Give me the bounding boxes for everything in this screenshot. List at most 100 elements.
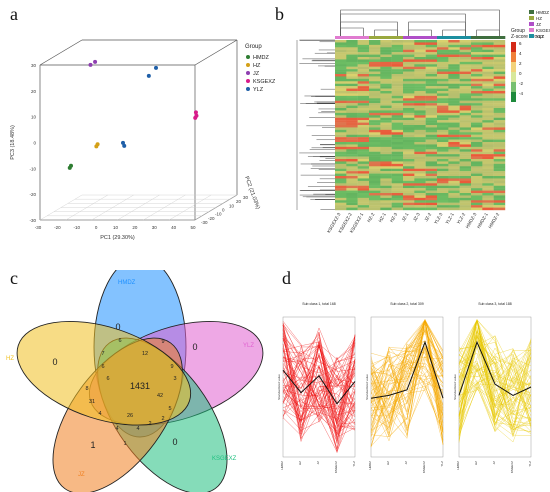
heatmap-column-label: JZ-2 xyxy=(423,212,432,223)
cluster-x-tick: HZ xyxy=(386,461,390,465)
heatmap-cell xyxy=(346,54,358,58)
heatmap-cell xyxy=(482,173,494,177)
heatmap-cell xyxy=(425,88,438,92)
heatmap-cell xyxy=(425,207,438,211)
cluster-gene-line xyxy=(458,347,532,417)
heatmap-cell xyxy=(369,197,381,201)
heatmap-cell xyxy=(403,168,415,172)
heatmap-cell xyxy=(403,173,415,177)
heatmap-cell xyxy=(391,108,404,111)
heatmap-cell xyxy=(471,159,483,162)
heatmap-cell xyxy=(403,98,415,101)
heatmap-cell xyxy=(493,76,506,80)
cluster-gene-line xyxy=(370,360,444,405)
heatmap-cell xyxy=(448,183,460,186)
heatmap-cell xyxy=(482,49,494,53)
heatmap-cell xyxy=(471,49,483,53)
heatmap-cell xyxy=(471,64,483,67)
heatmap-cell xyxy=(493,52,506,55)
heatmap-cell xyxy=(437,110,449,114)
heatmap-cell xyxy=(357,40,370,43)
heatmap-cell xyxy=(471,83,483,87)
heatmap-cell xyxy=(403,81,415,84)
heatmap-cell xyxy=(482,151,494,155)
cluster-gene-line xyxy=(458,346,532,382)
heatmap-cell xyxy=(403,44,415,48)
heatmap-cell xyxy=(335,78,347,82)
heatmap-cell xyxy=(459,66,472,70)
heatmap-cell xyxy=(369,91,381,94)
heatmap-cell xyxy=(369,163,381,167)
heatmap-cell xyxy=(425,163,438,167)
heatmap-cell xyxy=(357,195,370,199)
heatmap-cell xyxy=(380,49,392,53)
heatmap-cell xyxy=(369,98,381,101)
dendrogram-branch xyxy=(442,29,466,36)
heatmap-cell xyxy=(369,47,381,50)
heatmap-cell xyxy=(448,105,460,109)
heatmap-cell xyxy=(482,64,494,67)
heatmap-cell xyxy=(448,117,460,121)
heatmap-cell xyxy=(335,202,347,206)
heatmap-cell xyxy=(437,74,449,77)
cluster-gene-line xyxy=(282,350,356,417)
heatmap-cell xyxy=(369,81,381,84)
cluster-gene-line xyxy=(282,334,356,421)
venn-intersection-count: 2 xyxy=(148,421,151,427)
heatmap-scale-tick: 4 xyxy=(519,51,522,56)
heatmap-cell xyxy=(346,197,358,201)
heatmap-cell xyxy=(459,202,472,206)
heatmap-cell xyxy=(369,95,381,99)
heatmap-cell xyxy=(482,93,494,97)
heatmap-cell xyxy=(414,40,426,43)
heatmap-cell xyxy=(380,110,392,114)
group-bar-cell xyxy=(335,36,347,39)
heatmap-cell xyxy=(482,86,494,89)
heatmap-cell xyxy=(482,69,494,72)
heatmap-cell xyxy=(335,98,347,101)
heatmap-cell xyxy=(448,146,460,150)
cluster-gene-line xyxy=(458,350,532,429)
heatmap-cell xyxy=(493,125,506,128)
heatmap-cell xyxy=(493,54,506,58)
heatmap-cell xyxy=(471,88,483,92)
heatmap-cell xyxy=(335,117,347,121)
heatmap-cell xyxy=(437,200,449,203)
heatmap-scale-tick: -4 xyxy=(519,91,523,96)
heatmap-cell xyxy=(493,173,506,177)
heatmap-cell xyxy=(471,163,483,167)
heatmap-cell xyxy=(335,127,347,131)
heatmap-cell xyxy=(414,171,426,174)
pc3-tick-label: 10 xyxy=(31,115,37,120)
heatmap-cell xyxy=(448,139,460,143)
heatmap-scale-block xyxy=(511,42,516,52)
heatmap-cell xyxy=(482,61,494,65)
heatmap-cell xyxy=(459,125,472,128)
heatmap-cell xyxy=(414,149,426,152)
heatmap-cell xyxy=(335,125,347,128)
heatmap-cell xyxy=(425,59,438,63)
heatmap-cell xyxy=(459,93,472,97)
heatmap-cell xyxy=(437,117,449,121)
heatmap-cell xyxy=(459,163,472,167)
heatmap-cell xyxy=(448,71,460,75)
pc1-tick-label: -10 xyxy=(73,225,80,230)
heatmap-cell xyxy=(346,47,358,50)
pca-point xyxy=(122,143,127,148)
pca-point xyxy=(93,59,98,64)
heatmap-cell xyxy=(459,154,472,157)
heatmap-cell xyxy=(335,142,347,145)
heatmap-cell xyxy=(346,171,358,174)
heatmap-cell xyxy=(482,74,494,77)
heatmap-cell xyxy=(425,95,438,99)
heatmap-cell xyxy=(459,173,472,177)
heatmap-cell xyxy=(493,154,506,157)
cluster-gene-line xyxy=(282,356,356,417)
heatmap-cell xyxy=(459,47,472,50)
heatmap-cell xyxy=(414,103,426,106)
heatmap-cell xyxy=(448,44,460,48)
heatmap-cell xyxy=(448,76,460,80)
group-bar-cell xyxy=(482,36,494,39)
heatmap-cell xyxy=(425,44,438,48)
heatmap-cell xyxy=(482,142,494,145)
